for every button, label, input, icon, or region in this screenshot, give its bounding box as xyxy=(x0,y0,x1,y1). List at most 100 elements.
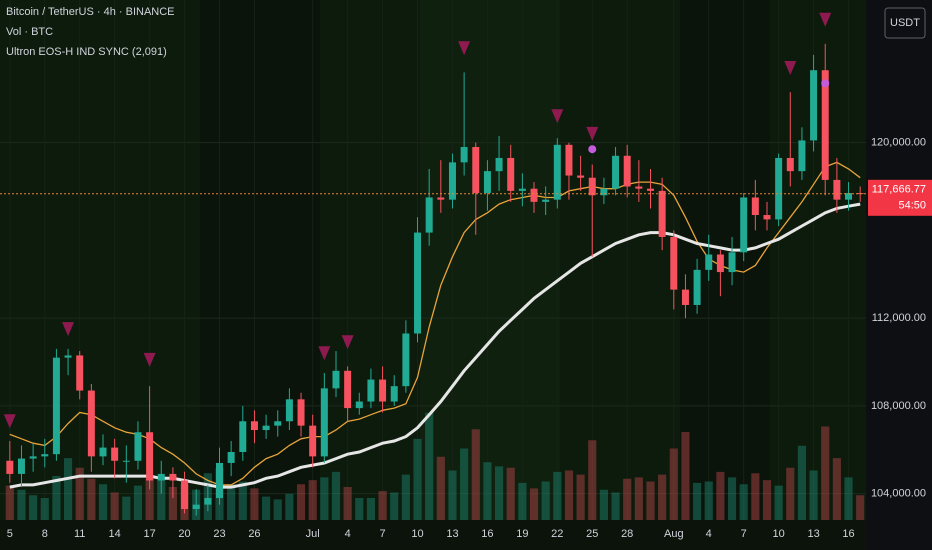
candle-body xyxy=(29,456,37,459)
candle-body xyxy=(786,157,794,172)
candle-body xyxy=(146,432,154,481)
x-tick-label: 13 xyxy=(446,528,458,540)
volume-bar xyxy=(98,484,108,520)
countdown-label: 54:50 xyxy=(898,200,926,212)
sell-signal xyxy=(458,41,471,56)
x-tick-label: 7 xyxy=(380,528,386,540)
x-tick-label: 4 xyxy=(706,528,712,540)
currency-button[interactable] xyxy=(884,7,926,39)
volume-bar xyxy=(704,481,713,520)
candle-body xyxy=(542,199,550,202)
sell-signal xyxy=(586,126,599,141)
session-band xyxy=(680,0,770,520)
x-tick-label: 19 xyxy=(516,528,528,540)
x-tick-label: Jul xyxy=(306,528,320,540)
candle-body xyxy=(623,155,631,187)
last-price-label: 117,666.77 xyxy=(872,184,926,196)
candle-body xyxy=(507,157,515,191)
candle-body xyxy=(530,188,538,202)
x-tick-label: 11 xyxy=(74,528,85,540)
volume-bar xyxy=(87,478,96,520)
candle-body xyxy=(309,425,317,457)
x-tick-label: 20 xyxy=(178,528,190,540)
candle-body xyxy=(216,462,223,499)
volume-bar xyxy=(285,493,294,520)
candle-body xyxy=(821,70,829,180)
candle-body xyxy=(122,460,130,462)
indicator-label: Vol · BTC xyxy=(6,26,53,38)
volume-bar xyxy=(238,481,247,520)
candle-body xyxy=(460,147,468,163)
volume-bar xyxy=(856,495,865,520)
candle-body xyxy=(157,473,165,481)
candle-body xyxy=(239,421,247,452)
candle-body xyxy=(472,147,480,194)
volume-bar xyxy=(296,484,306,520)
sell-signal xyxy=(551,109,564,124)
volume-bar xyxy=(308,480,317,520)
candle-body xyxy=(705,254,713,270)
x-tick-label: 13 xyxy=(807,528,819,540)
x-tick-label: 25 xyxy=(586,528,598,540)
volume-bar xyxy=(774,485,783,520)
volume-bar xyxy=(75,467,84,520)
volume-layer xyxy=(5,412,865,520)
volume-bar xyxy=(425,412,434,520)
candle-body xyxy=(332,370,340,389)
sell-signal xyxy=(62,322,75,337)
volume-bar xyxy=(634,477,643,520)
candle-body xyxy=(6,460,14,474)
volume-bar xyxy=(669,448,678,520)
volume-bar xyxy=(63,458,73,520)
volume-bar xyxy=(320,477,329,520)
candle-body xyxy=(227,451,235,463)
candle-body xyxy=(716,254,724,273)
volume-bar xyxy=(436,456,445,520)
sell-signal xyxy=(784,61,797,76)
candle-body xyxy=(810,70,818,141)
candle-body xyxy=(52,357,60,455)
x-tick-label: 22 xyxy=(551,528,563,540)
x-tick-label: 28 xyxy=(621,528,633,540)
volume-bar xyxy=(471,429,480,520)
currency-label[interactable]: USDT xyxy=(890,17,920,29)
candle-body xyxy=(588,177,596,196)
x-tick-label: 16 xyxy=(481,528,493,540)
volume-bar xyxy=(529,488,539,520)
volume-bar xyxy=(5,485,14,520)
volume-bar xyxy=(786,467,795,520)
x-tick-label: 16 xyxy=(842,528,854,540)
volume-bar xyxy=(366,498,376,520)
volume-bar xyxy=(52,476,61,520)
candle-body xyxy=(833,179,841,200)
candle-body xyxy=(64,355,72,358)
candle-body xyxy=(274,421,282,426)
volume-bar xyxy=(378,491,387,520)
candle-body xyxy=(763,215,771,220)
candle-body xyxy=(192,504,200,510)
candle-body xyxy=(845,193,853,200)
sell-signal xyxy=(143,352,156,367)
price-axis xyxy=(866,0,932,550)
signal-dot xyxy=(588,145,597,154)
indicator-label: Ultron EOS-H IND SYNC (2,091) xyxy=(6,46,167,58)
volume-bar xyxy=(844,477,853,520)
volume-bar xyxy=(588,440,597,520)
y-tick-label: 104,000.00 xyxy=(871,488,926,500)
candle-body xyxy=(379,379,387,402)
candle-body xyxy=(798,140,806,172)
candle-body xyxy=(425,197,433,233)
volume-bar xyxy=(168,487,177,520)
volume-bar xyxy=(29,495,38,520)
candle-body xyxy=(355,401,363,409)
chart-title: Bitcoin / TetherUS · 4h · BINANCE xyxy=(6,6,175,18)
candle-body xyxy=(367,379,375,402)
candle-body xyxy=(181,480,189,510)
candle-body xyxy=(250,421,258,431)
candle-body xyxy=(169,473,177,481)
candle-body xyxy=(320,388,328,457)
sell-signal xyxy=(318,346,331,361)
candle-body xyxy=(600,188,608,196)
candle-body xyxy=(285,399,293,422)
